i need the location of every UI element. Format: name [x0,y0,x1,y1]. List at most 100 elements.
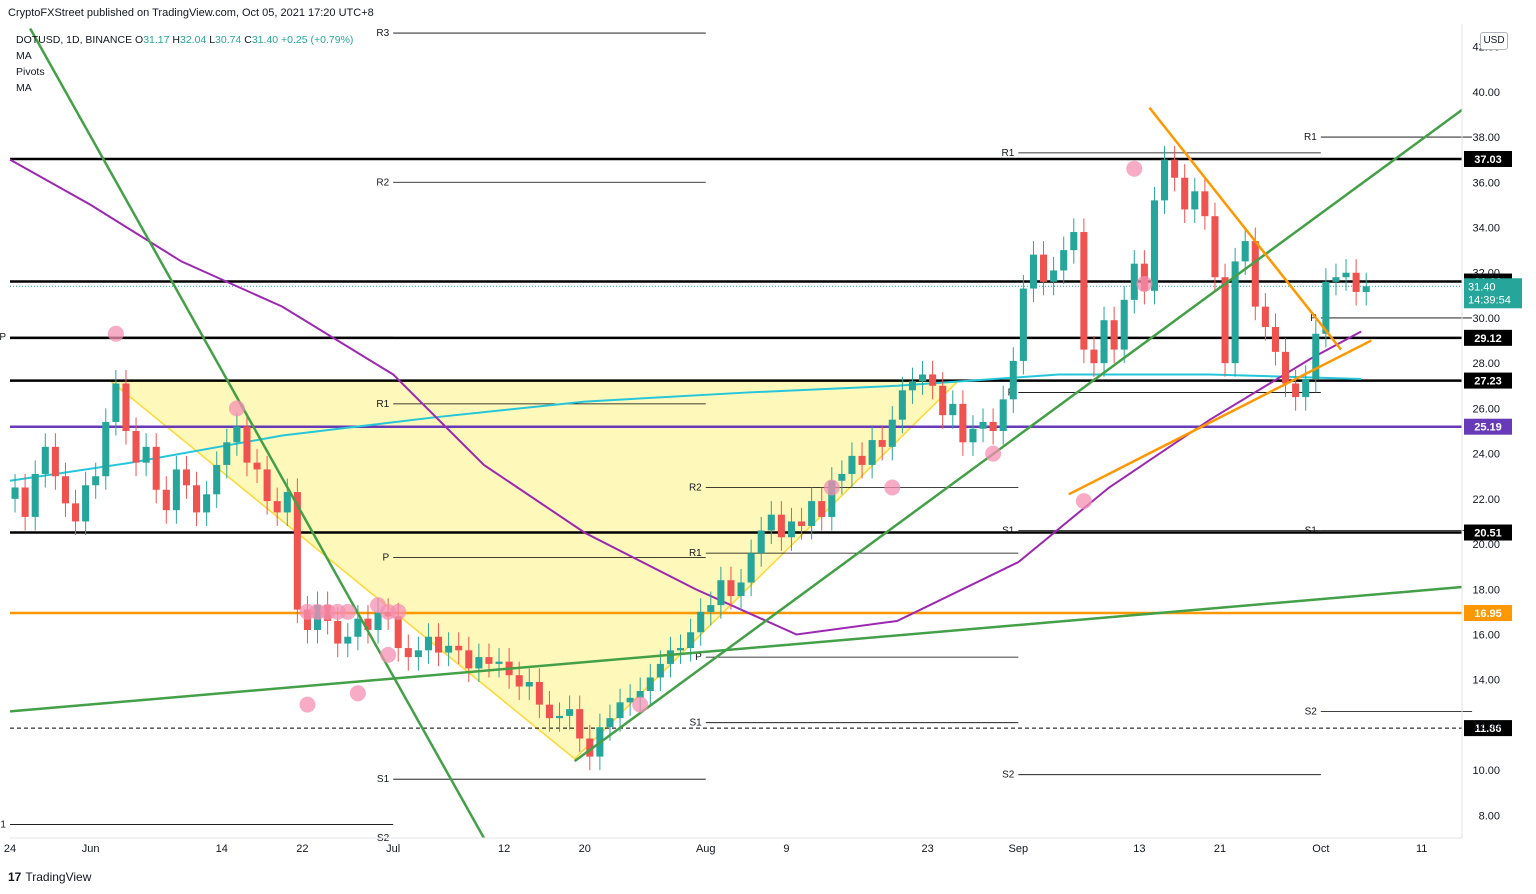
pivot-label: P [1310,313,1317,324]
candle-body [485,657,493,664]
candle-body [535,681,543,705]
candle-body [808,501,816,526]
candle-body [132,431,140,463]
pivot-label: S2 [1305,706,1318,717]
indicator-pivots[interactable]: Pivots [16,66,45,78]
candle-body [525,681,533,687]
x-tick-label: 21 [1214,843,1226,855]
candle-body [1110,320,1118,350]
candle-body [727,580,735,597]
time-axis[interactable]: 24 Jun 14 22 Jul 12 20 Aug 9 23 Sep 13 21 Oct 11 [4,837,1462,855]
candle-body [72,503,80,522]
trendline [29,27,486,839]
candle-body [1090,349,1098,364]
x-tick-label: Oct [1312,843,1329,855]
candle-body [414,650,422,658]
candle-body [757,530,765,554]
pivot-label: R3 [376,28,389,39]
x-tick-label: 23 [921,843,933,855]
candle-body [445,645,453,653]
y-tick-label: 34.00 [1472,223,1500,235]
candle-body [737,582,745,597]
candle-body [1352,272,1360,292]
candle-body [949,403,957,416]
candle-body [1211,216,1219,278]
candle-body [1312,333,1320,379]
candle-body [334,620,342,644]
trendline [1148,106,1342,351]
candle-body [747,553,755,583]
candle-body [677,648,685,651]
indicator-ma-1[interactable]: MA [16,50,32,62]
level-badge [1464,329,1512,346]
candle-body [969,428,977,443]
candle-body [1130,263,1138,300]
y-tick-label: 18.00 [1472,584,1500,596]
ma-line [9,373,1362,482]
candle-body [566,709,574,716]
candle-body [707,605,715,612]
candle-body [1080,232,1088,350]
currency-button[interactable]: USD [1480,32,1508,50]
candle-body [182,469,190,486]
trendline [9,585,1463,713]
touch-marker [1136,276,1153,293]
touch-marker [299,696,316,713]
indicator-ma-2[interactable]: MA [16,82,32,94]
level-label: 16.95 [1474,608,1502,620]
low-label: L [209,34,216,46]
pivot-label: S1 [1305,525,1318,536]
x-tick-label: Jun [82,843,100,855]
x-tick-label: 11 [1416,843,1427,855]
pivot-label: S1 [690,718,703,729]
candle-body [515,675,523,687]
pivot-label: P [382,553,389,564]
candle-body [21,487,29,517]
candle-body [162,489,170,511]
symbol-label[interactable]: DOTUSD, 1D, BINANCE [16,34,133,46]
candle-body [283,492,291,513]
y-tick-label: 38.00 [1472,132,1500,144]
candle-body [868,440,876,465]
candle-body [1332,277,1340,282]
horizontal-levels[interactable]: 37.0331.6129.1227.2325.1920.5116.9511.86… [10,150,1522,737]
candle-body [545,704,553,719]
close-value: 31.40 [251,34,279,46]
x-tick-label: Aug [696,843,716,855]
touch-marker [380,646,397,663]
touch-marker [349,685,366,702]
y-tick-label: 10.00 [1472,765,1500,777]
candle-body [959,403,967,443]
level-badge [1464,605,1512,622]
candle-body [1282,351,1290,384]
pivot-label: R1 [1304,132,1317,143]
level-label: 20.51 [1474,528,1502,540]
pivot-label: R2 [376,177,389,188]
low-value: 30.74 [215,34,242,46]
candle-body [263,469,271,502]
level-label: 25.19 [1474,422,1502,434]
pivot-label: R2 [689,483,702,494]
candle-body [11,487,19,499]
candle-body [1070,232,1078,251]
change-value: +0.25 (+0.79%) [281,34,354,46]
y-tick-label: 24.00 [1472,449,1500,461]
candle-body [455,645,463,651]
y-tick-label: 28.00 [1472,358,1500,370]
candle-body [1271,326,1279,352]
candle-body [989,421,997,431]
candle-body [374,611,382,630]
candle-body [1201,191,1209,217]
trendlines[interactable] [9,27,1463,839]
touch-marker [884,479,901,496]
price-axis[interactable]: 8.00 10.00 12.00 14.00 16.00 18.00 20.00 22.00 2… [1461,24,1500,838]
last-price-badge [1464,278,1522,309]
price-chart[interactable]: PS1R3R2R1PS1S2R2R1PS1R1PS1S2R1PS1S2 37.0… [0,24,1536,860]
candle-body [253,462,261,470]
x-tick-label: Sep [1009,843,1029,855]
pivot-label: P [695,652,702,663]
pivot-label: R1 [689,548,702,559]
candle-body [626,697,634,703]
candle-body [1181,177,1189,210]
level-label: 11.86 [1475,723,1502,735]
